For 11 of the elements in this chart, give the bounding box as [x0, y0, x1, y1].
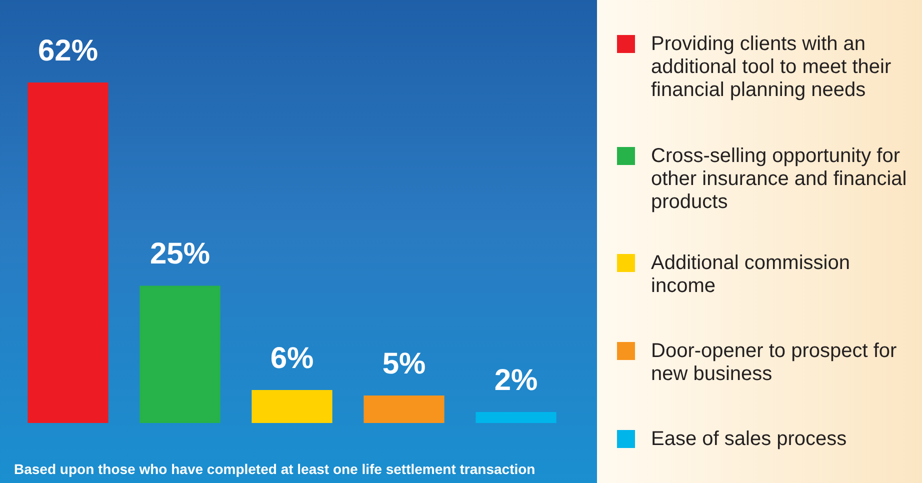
legend-label: Cross-selling opportunity for other insurance and financial products — [651, 145, 908, 214]
data-label: 62% — [38, 34, 98, 68]
data-label: 6% — [270, 342, 314, 376]
text: Based upon those who have completed at least one life settlement transaction — [14, 461, 536, 477]
data-label: 25% — [150, 238, 210, 271]
legend-label: Providing clients with an additional tool to meet their financial planning needs — [651, 33, 892, 102]
legend-label: Additional commission income — [651, 252, 851, 298]
data-label: 2% — [494, 364, 538, 398]
legend-label: Door-opener to prospect for new business — [651, 340, 898, 386]
data-label: 5% — [382, 348, 426, 381]
legend-label: Ease of sales process — [651, 428, 848, 451]
